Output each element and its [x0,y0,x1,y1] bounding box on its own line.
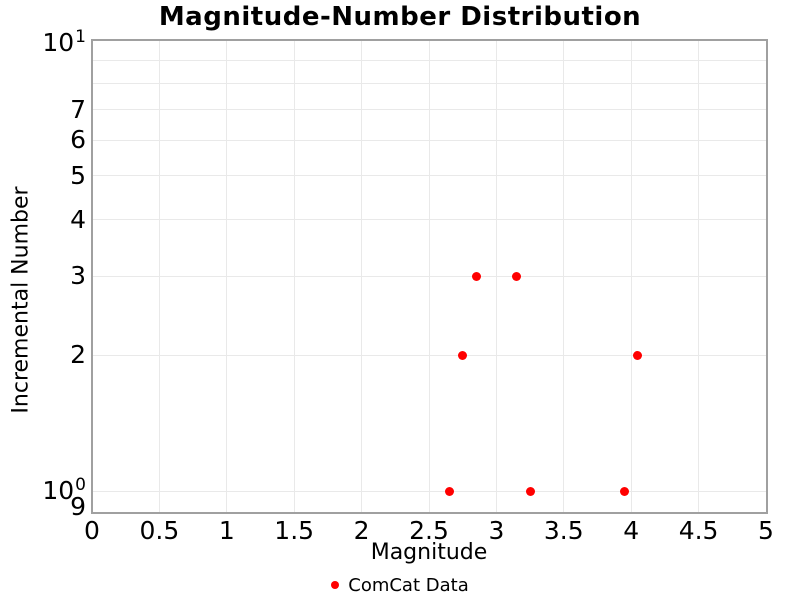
x-tick-label: 0 [84,516,100,545]
y-tick-label: 101 [42,26,86,57]
y-gridline [92,175,766,177]
y-tick-exponent: 0 [75,475,86,496]
y-tick-label: 2 [70,340,86,370]
x-axis-label: Magnitude [370,540,488,565]
data-point [444,486,454,496]
y-axis-label: Incremental Number [8,186,34,414]
y-tick-label: 5 [70,160,86,190]
y-gridline [92,219,766,221]
data-point [619,486,629,496]
x-tick-label: 2.5 [409,516,449,545]
y-tick-label: 3 [70,261,86,290]
y-gridline [92,354,766,356]
legend-label: ComCat Data [348,574,469,596]
data-point [633,350,643,360]
data-point [458,350,468,360]
y-tick-label: 4 [70,204,86,234]
data-point [471,271,481,281]
x-tick-label: 5 [758,516,774,545]
chart-title: Magnitude-Number Distribution [158,2,642,32]
plot-area [91,39,768,514]
data-point [512,271,522,281]
y-tick-label: 100 [42,475,86,506]
y-gridline [92,83,766,85]
y-tick-label: 6 [70,125,86,155]
legend-marker-icon [331,581,340,589]
y-gridline [92,139,766,141]
x-tick-label: 4.5 [678,516,719,545]
x-tick-label: 0.5 [139,516,180,545]
y-tick-label: 9 [70,492,86,521]
y-tick-label: 7 [70,94,86,124]
y-gridline [92,109,766,111]
x-tick-label: 2 [353,516,370,545]
x-tick-label: 1.5 [274,516,315,545]
legend: ComCat Data [0,572,800,598]
data-point [525,486,535,496]
y-gridline [92,60,766,62]
y-tick-exponent: 1 [75,26,86,47]
x-tick-label: 3 [488,516,505,545]
y-gridline [92,490,766,492]
y-gridline [92,275,766,277]
x-tick-label: 3.5 [543,516,584,545]
x-tick-label: 4 [623,516,640,545]
x-tick-label: 1 [218,516,235,545]
